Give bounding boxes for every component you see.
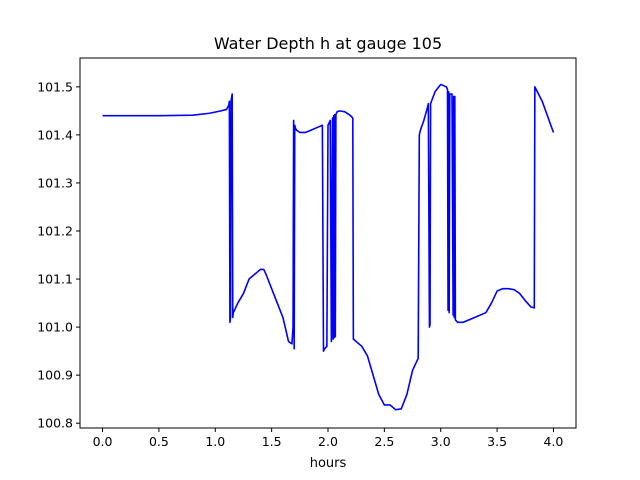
- y-tick-label: 101.4: [37, 127, 73, 142]
- x-tick-label: 2.5: [374, 434, 394, 449]
- x-tick-label: 1.5: [262, 434, 282, 449]
- y-tick-label: 101.2: [37, 223, 73, 238]
- x-tick-label: 3.0: [431, 434, 451, 449]
- y-tick-label: 101.3: [37, 175, 73, 190]
- x-tick-label: 1.0: [205, 434, 225, 449]
- chart-title: Water Depth h at gauge 105: [214, 34, 442, 53]
- x-tick-label: 2.0: [318, 434, 338, 449]
- series-line-water-depth: [102, 83, 555, 411]
- x-tick-label: 0.5: [149, 434, 169, 449]
- x-axis-label: hours: [310, 456, 347, 471]
- y-tick-label: 101.5: [37, 79, 73, 94]
- y-axis: 100.8 100.9 101.0 101.1 101.2 101.3 101.4 101.5: [37, 79, 80, 431]
- x-tick-label: 3.5: [487, 434, 507, 449]
- y-tick-label: 100.8: [37, 416, 73, 431]
- x-tick-label: 0.0: [93, 434, 113, 449]
- y-tick-label: 101.0: [37, 320, 73, 335]
- y-tick-label: 100.9: [37, 368, 73, 383]
- y-tick-label: 101.1: [37, 272, 73, 287]
- x-tick-label: 4.0: [544, 434, 564, 449]
- x-axis: 0.0 0.5 1.0 1.5 2.0 2.5 3.0 3.5 4.0: [93, 428, 564, 449]
